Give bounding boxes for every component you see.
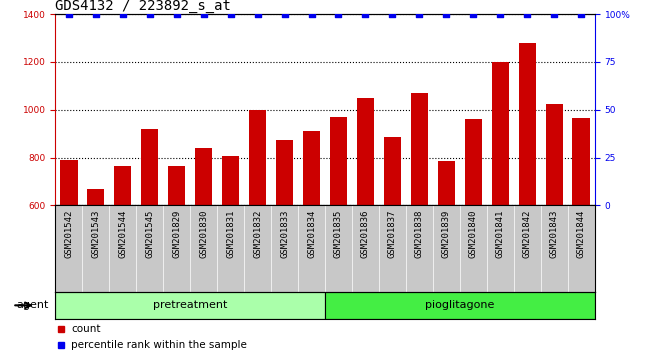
Bar bbox=[325, 292, 595, 319]
Bar bbox=[491, 62, 509, 205]
Text: GSM201830: GSM201830 bbox=[199, 210, 208, 258]
Text: GDS4132 / 223892_s_at: GDS4132 / 223892_s_at bbox=[55, 0, 231, 13]
Text: GSM201831: GSM201831 bbox=[226, 210, 235, 258]
Bar bbox=[411, 93, 428, 205]
Text: GSM201841: GSM201841 bbox=[496, 210, 505, 258]
Point bbox=[226, 11, 236, 17]
Text: GSM201543: GSM201543 bbox=[91, 210, 100, 258]
Bar bbox=[573, 118, 590, 205]
Bar bbox=[330, 117, 347, 205]
Text: percentile rank within the sample: percentile rank within the sample bbox=[72, 340, 247, 350]
Point bbox=[144, 11, 155, 17]
Text: pioglitagone: pioglitagone bbox=[425, 300, 495, 310]
Text: GSM201834: GSM201834 bbox=[307, 210, 316, 258]
Point bbox=[280, 11, 290, 17]
Bar bbox=[357, 98, 374, 205]
Point bbox=[252, 11, 263, 17]
Bar bbox=[437, 161, 455, 205]
Bar bbox=[222, 156, 239, 205]
Bar bbox=[465, 119, 482, 205]
Bar bbox=[60, 160, 77, 205]
Bar bbox=[55, 292, 325, 319]
Point bbox=[576, 11, 586, 17]
Bar bbox=[276, 139, 293, 205]
Point bbox=[387, 11, 398, 17]
Text: pretreatment: pretreatment bbox=[153, 300, 228, 310]
Bar bbox=[141, 129, 159, 205]
Point bbox=[172, 11, 182, 17]
Text: GSM201842: GSM201842 bbox=[523, 210, 532, 258]
Point bbox=[360, 11, 370, 17]
Point bbox=[549, 11, 560, 17]
Bar bbox=[114, 166, 131, 205]
Text: GSM201829: GSM201829 bbox=[172, 210, 181, 258]
Point bbox=[495, 11, 506, 17]
Bar bbox=[303, 131, 320, 205]
Bar bbox=[195, 148, 213, 205]
Text: GSM201838: GSM201838 bbox=[415, 210, 424, 258]
Text: GSM201840: GSM201840 bbox=[469, 210, 478, 258]
Bar bbox=[87, 189, 105, 205]
Text: GSM201542: GSM201542 bbox=[64, 210, 73, 258]
Point bbox=[64, 11, 74, 17]
Text: GSM201836: GSM201836 bbox=[361, 210, 370, 258]
Text: count: count bbox=[72, 324, 101, 334]
Point bbox=[306, 11, 317, 17]
Point bbox=[441, 11, 452, 17]
Point bbox=[198, 11, 209, 17]
Text: GSM201837: GSM201837 bbox=[388, 210, 397, 258]
Point bbox=[522, 11, 532, 17]
Text: GSM201545: GSM201545 bbox=[145, 210, 154, 258]
Text: GSM201844: GSM201844 bbox=[577, 210, 586, 258]
Bar bbox=[249, 110, 266, 205]
Text: GSM201839: GSM201839 bbox=[442, 210, 451, 258]
Point bbox=[118, 11, 128, 17]
Bar bbox=[384, 137, 401, 205]
Text: GSM201833: GSM201833 bbox=[280, 210, 289, 258]
Text: GSM201832: GSM201832 bbox=[253, 210, 262, 258]
Text: GSM201843: GSM201843 bbox=[550, 210, 559, 258]
Point bbox=[90, 11, 101, 17]
Text: GSM201544: GSM201544 bbox=[118, 210, 127, 258]
Text: GSM201835: GSM201835 bbox=[334, 210, 343, 258]
Point bbox=[414, 11, 424, 17]
Point bbox=[468, 11, 478, 17]
Point bbox=[333, 11, 344, 17]
Bar bbox=[168, 166, 185, 205]
Bar bbox=[519, 43, 536, 205]
Bar bbox=[545, 104, 563, 205]
Text: agent: agent bbox=[16, 300, 49, 310]
